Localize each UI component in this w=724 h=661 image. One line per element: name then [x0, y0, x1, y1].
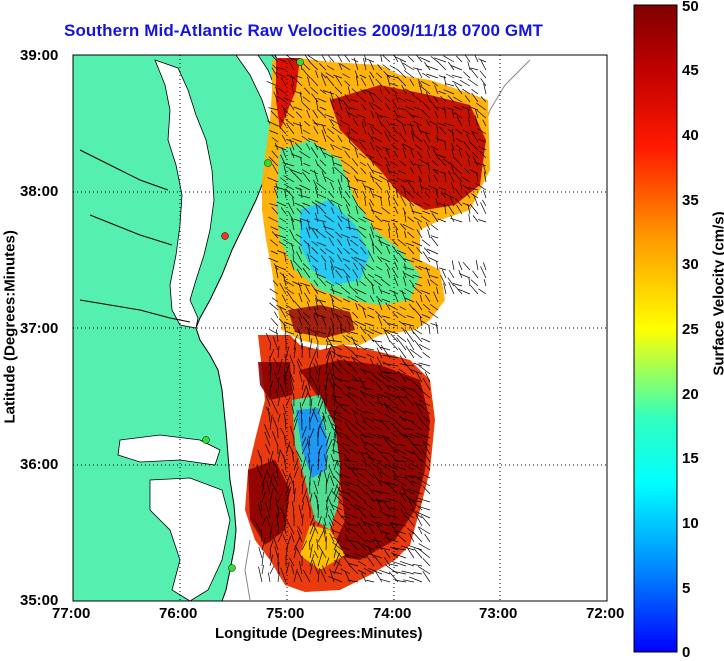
x-tick-label: 75:00	[266, 605, 304, 622]
y-tick-label: 39:00	[20, 47, 58, 64]
station-marker	[222, 233, 229, 240]
colorbar-tick-label: 50	[682, 0, 699, 15]
station-marker	[229, 565, 236, 572]
colorbar-tick-label: 0	[682, 644, 690, 661]
station-marker	[265, 160, 272, 167]
colorbar-tick-label: 5	[682, 580, 690, 597]
x-tick-label: 76:00	[159, 605, 197, 622]
colorbar-label: Surface Velocity (cm/s)	[711, 209, 724, 379]
y-tick-label: 37:00	[20, 320, 58, 337]
station-marker	[203, 437, 210, 444]
y-tick-label: 38:00	[20, 183, 58, 200]
colorbar-tick-label: 25	[682, 321, 699, 338]
velocity-arrow	[278, 506, 279, 518]
velocity-arrow	[310, 482, 311, 494]
x-tick-label: 72:00	[586, 605, 624, 622]
colorbar-tick-label: 40	[682, 127, 699, 144]
colorbar-tick-label: 30	[682, 256, 699, 273]
colorbar-tick-label: 10	[682, 515, 699, 532]
y-axis-label: Latitude (Degrees:Minutes)	[2, 254, 19, 424]
colorbar-tick-label: 45	[682, 62, 699, 79]
colorbar	[634, 5, 677, 652]
x-tick-label: 74:00	[373, 605, 411, 622]
colorbar-tick-label: 35	[682, 192, 699, 209]
x-tick-label: 77:00	[52, 605, 90, 622]
x-tick-label: 73:00	[479, 605, 517, 622]
y-tick-label: 36:00	[20, 456, 58, 473]
velocity-arrow	[302, 343, 303, 358]
velocity-arrow	[270, 549, 271, 558]
station-marker	[297, 59, 304, 66]
colorbar-tick-label: 15	[682, 450, 699, 467]
colorbar-tick-label: 20	[682, 386, 699, 403]
x-axis-label: Longitude (Degrees:Minutes)	[215, 625, 423, 642]
